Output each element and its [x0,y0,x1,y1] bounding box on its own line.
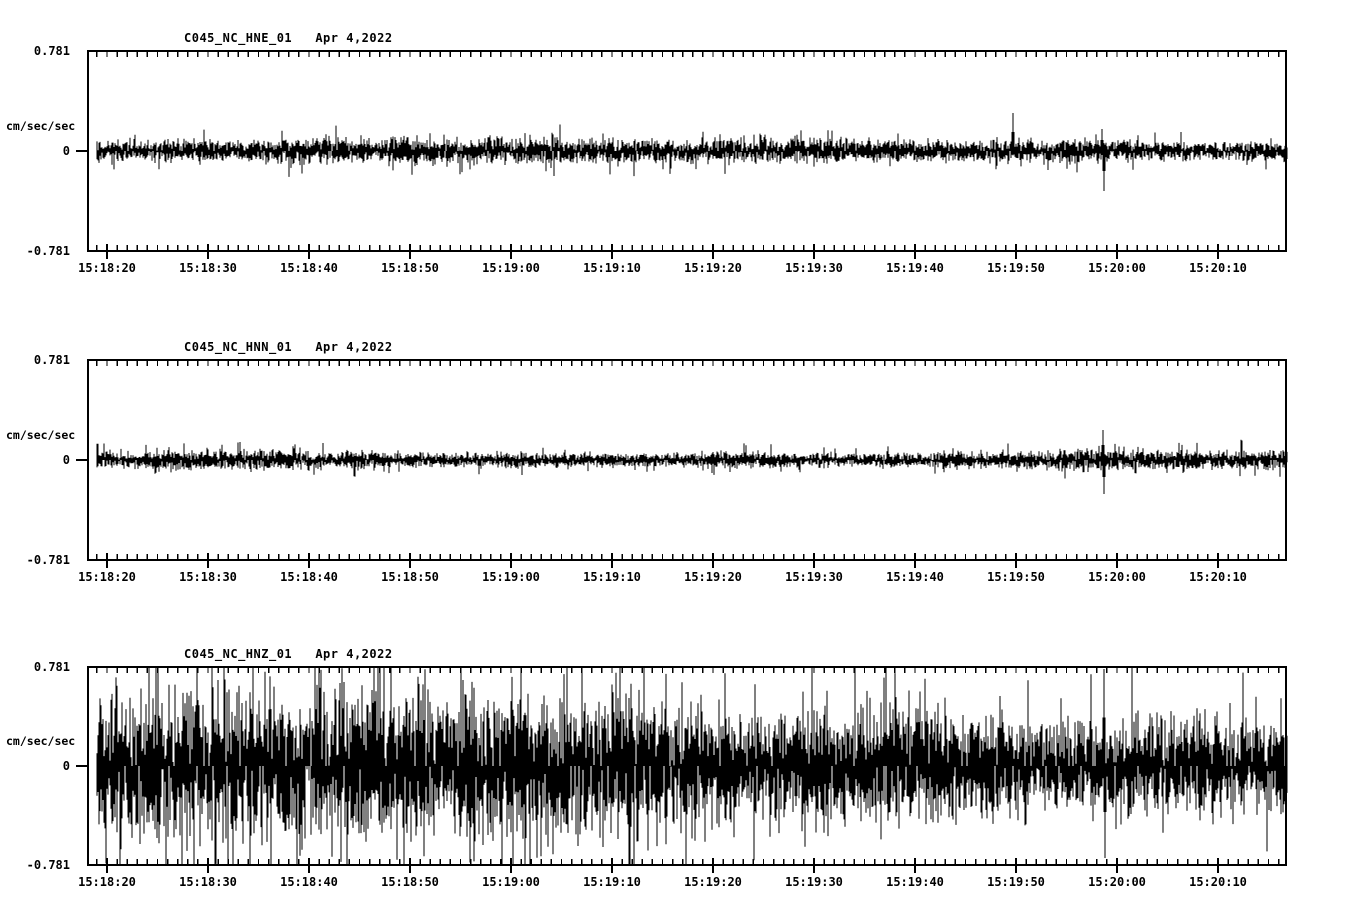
panel-hnn-xtick: 15:18:40 [280,570,338,584]
panel-hne-xtick: 15:19:50 [987,261,1045,275]
panel-hnn-xtick: 15:19:10 [583,570,641,584]
panel-hnz-trace [96,667,1288,865]
panel-hnn-xtick: 15:19:40 [886,570,944,584]
panel-hne-xtick: 15:20:00 [1088,261,1146,275]
panel-hnn-xtick: 15:20:00 [1088,570,1146,584]
panel-hnz-xtick: 15:18:40 [280,875,338,889]
panel-hnz-xtick: 15:19:00 [482,875,540,889]
panel-hne-ytick-min: -0.781 [26,244,70,258]
panel-hnn-ytick-zero: 0 [62,453,70,467]
panel-hnz-xtick: 15:19:10 [583,875,641,889]
panel-hne-xtick: 15:19:00 [482,261,540,275]
panel-hnz-xtick: 15:18:50 [381,875,439,889]
panel-hnz-xtick: 15:18:20 [78,875,136,889]
panel-hnz: C045_NC_HNZ_01 Apr 4,2022 0.781 cm/sec/s… [0,616,1358,924]
panel-hnn-trace [96,430,1288,494]
panel-hne-xtick: 15:18:50 [381,261,439,275]
panel-hne-ytick-max: 0.781 [33,44,70,58]
panel-hnz-xtick: 15:19:50 [987,875,1045,889]
panel-hnz-xtick: 15:18:30 [179,875,237,889]
panel-hnn-ylabel: cm/sec/sec [6,428,76,442]
panel-hne-xtick: 15:19:10 [583,261,641,275]
panel-hnn-xtick: 15:18:50 [381,570,439,584]
panel-hne-xtick: 15:19:20 [684,261,742,275]
panel-hnz-xtick: 15:19:40 [886,875,944,889]
panel-hnz-xtick: 15:19:30 [785,875,843,889]
panel-hne-xtick: 15:18:20 [78,261,136,275]
panel-hne-ylabel: cm/sec/sec [6,119,76,133]
panel-hnz-title: C045_NC_HNZ_01 Apr 4,2022 [184,647,393,661]
panel-hnn-xtick: 15:18:30 [179,570,237,584]
panel-hne-xtick: 15:18:40 [280,261,338,275]
panel-hnn-xtick: 15:19:50 [987,570,1045,584]
panel-hne-xtick: 15:20:10 [1189,261,1247,275]
panel-hnz-xtick: 15:20:10 [1189,875,1247,889]
panel-hne-ytick-zero: 0 [62,144,70,158]
panel-hnn: C045_NC_HNN_01 Apr 4,2022 0.781 cm/sec/s… [0,309,1358,609]
panel-hne-xtick: 15:18:30 [179,261,237,275]
panel-hne-title: C045_NC_HNE_01 Apr 4,2022 [184,31,393,45]
panel-hnz-ytick-min: -0.781 [26,858,70,872]
panel-hnn-title: C045_NC_HNN_01 Apr 4,2022 [184,340,393,354]
panel-hnz-ylabel: cm/sec/sec [6,734,76,748]
panel-hne-trace [96,113,1288,191]
panel-hne: C045_NC_HNE_01 Apr 4,2022 0.781 cm/sec/s… [0,0,1358,300]
panel-hne-xtick: 15:19:40 [886,261,944,275]
panel-hnz-xtick: 15:19:20 [684,875,742,889]
panel-hnn-xtick: 15:19:30 [785,570,843,584]
panel-hnn-axes [76,359,1287,568]
panel-hnn-ytick-max: 0.781 [33,353,70,367]
panel-hnn-xtick: 15:20:10 [1189,570,1247,584]
panel-hnz-ytick-zero: 0 [62,759,70,773]
panel-hnz-xtick: 15:20:00 [1088,875,1146,889]
panel-hnz-ytick-max: 0.781 [33,660,70,674]
panel-hnz-axes [76,666,1287,873]
panel-hnn-xtick: 15:18:20 [78,570,136,584]
panel-hne-xtick: 15:19:30 [785,261,843,275]
panel-hnn-ytick-min: -0.781 [26,553,70,567]
panel-hnn-xtick: 15:19:00 [482,570,540,584]
panel-hnn-xtick: 15:19:20 [684,570,742,584]
